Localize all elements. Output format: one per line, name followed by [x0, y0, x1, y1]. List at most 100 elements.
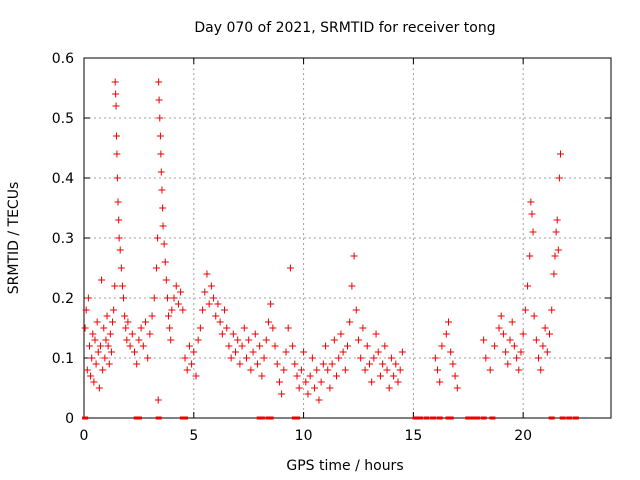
data-point: [84, 294, 92, 302]
data-point: [278, 390, 286, 398]
data-point: [210, 294, 218, 302]
data-point: [262, 336, 270, 344]
data-point: [170, 294, 178, 302]
data-point: [177, 288, 185, 296]
data-point: [504, 360, 512, 368]
data-point: [117, 264, 125, 272]
data-point: [122, 324, 130, 332]
data-point: [159, 222, 167, 230]
data-point: [392, 360, 400, 368]
y-axis-label: SRMTID / TECUs: [6, 182, 22, 295]
data-point: [284, 324, 292, 332]
data-point: [121, 312, 129, 320]
data-point: [317, 378, 325, 386]
data-point: [515, 366, 523, 374]
data-point: [154, 234, 162, 242]
data-point: [146, 330, 154, 338]
data-point: [155, 78, 163, 86]
data-point: [546, 330, 554, 338]
data-point: [148, 312, 156, 320]
data-point: [124, 318, 132, 326]
data-point: [552, 228, 560, 236]
data-point: [168, 306, 176, 314]
data-point: [385, 384, 393, 392]
data-point: [486, 366, 494, 374]
data-point: [311, 384, 319, 392]
data-point: [524, 282, 532, 290]
data-point: [339, 348, 347, 356]
data-point: [510, 342, 518, 350]
data-point: [214, 300, 222, 308]
data-point: [449, 360, 457, 368]
data-point: [453, 384, 461, 392]
data-point: [539, 342, 547, 350]
data-point: [96, 342, 104, 350]
data-point: [300, 348, 308, 356]
data-point: [123, 336, 131, 344]
data-point: [194, 336, 202, 344]
data-point: [112, 132, 120, 140]
data-point: [247, 366, 255, 374]
data-point: [521, 306, 529, 314]
data-point: [102, 336, 110, 344]
data-point: [137, 324, 145, 332]
data-point: [212, 312, 220, 320]
data-point: [497, 312, 505, 320]
data-point: [519, 330, 527, 338]
data-point: [308, 354, 316, 362]
data-point: [357, 354, 365, 362]
data-point: [87, 372, 95, 380]
data-point: [205, 300, 213, 308]
data-point: [242, 354, 250, 362]
data-point: [253, 360, 261, 368]
data-point: [495, 324, 503, 332]
y-tick-label: 0.6: [52, 51, 74, 67]
data-point: [267, 300, 275, 308]
data-point: [295, 384, 303, 392]
data-point: [548, 306, 556, 314]
data-point: [240, 324, 248, 332]
data-point: [110, 306, 118, 314]
tick-labels: 0 0.1 0.2 0.3 0.4 0.5 0.6 0 5 10 15 20: [52, 51, 532, 444]
data-point: [348, 282, 356, 290]
data-point: [114, 198, 122, 206]
data-point: [251, 330, 259, 338]
data-point: [275, 378, 283, 386]
data-point: [221, 306, 229, 314]
data-point: [190, 348, 198, 356]
data-point: [543, 348, 551, 356]
data-point: [554, 246, 562, 254]
plot-frame: [83, 57, 612, 419]
data-point: [115, 216, 123, 224]
data-point: [93, 318, 101, 326]
data-point: [445, 318, 453, 326]
data-point: [530, 312, 538, 320]
data-point: [359, 324, 367, 332]
data-point: [436, 378, 444, 386]
data-point: [258, 372, 266, 380]
data-point: [282, 348, 290, 356]
data-point: [112, 102, 120, 110]
data-point: [111, 78, 119, 86]
data-point: [162, 276, 170, 284]
y-tick-label: 0.5: [52, 111, 74, 127]
data-point: [346, 318, 354, 326]
data-point: [322, 342, 330, 350]
data-point: [188, 360, 196, 368]
data-point: [260, 354, 268, 362]
data-point: [319, 360, 327, 368]
data-point: [368, 378, 376, 386]
data-point: [113, 174, 121, 182]
grid-lines: [84, 58, 611, 418]
data-point: [517, 348, 525, 356]
data-point: [82, 306, 90, 314]
data-point: [438, 342, 446, 350]
data-point: [89, 330, 97, 338]
data-point: [264, 318, 272, 326]
data-point: [374, 348, 382, 356]
data-point: [135, 336, 143, 344]
data-point: [398, 348, 406, 356]
data-point: [109, 318, 117, 326]
data-point: [113, 150, 121, 158]
data-point: [229, 330, 237, 338]
